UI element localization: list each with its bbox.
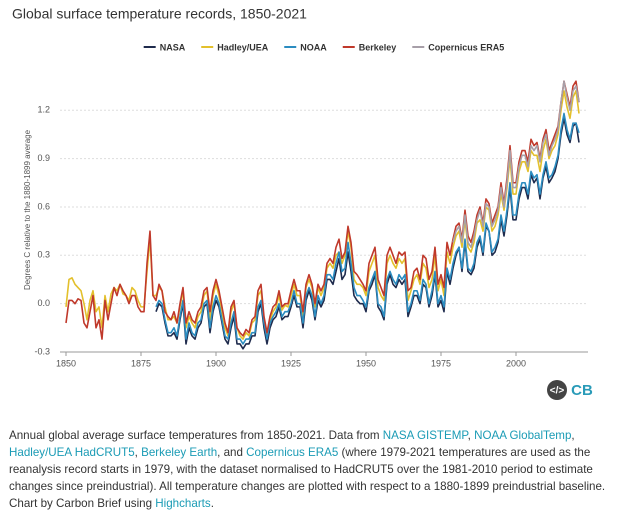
caption-text: , [134,446,142,459]
y-tick-label: 0.6 [37,201,50,211]
caption-text: , and [217,446,247,459]
y-tick-label: 0.9 [37,153,50,163]
caption-text: . [210,497,214,510]
caption-link[interactable]: Berkeley Earth [141,446,218,459]
legend-label: Hadley/UEA [217,42,269,52]
legend: NASA Hadley/UEA NOAA Berkeley Copernicus ERA… [143,42,504,52]
legend-label: Copernicus ERA5 [428,42,504,52]
x-tick-label: 1975 [431,358,451,368]
x-tick-label: 1925 [281,358,301,368]
legend-label: Berkeley [359,42,397,52]
x-tick-label: 1950 [356,358,376,368]
series-line [155,117,580,350]
legend-label: NOAA [300,42,327,52]
logo: CB [571,382,593,399]
y-axis-label: Degrees C relative to the 1880-1899 aver… [23,129,32,290]
y-tick-label: 0.0 [37,298,50,308]
chart: Global surface temperature records, 1850… [12,6,593,400]
caption-text: Annual global average surface temperatur… [9,429,383,442]
x-tick-label: 1900 [206,358,226,368]
x-tick-label: 1850 [56,358,76,368]
caption-text: , [571,429,575,442]
embed-icon[interactable]: </> [550,386,565,397]
chart-title: Global surface temperature records, 1850… [12,6,307,22]
series-line [65,80,580,340]
x-tick-label: 2000 [506,358,526,368]
caption-link[interactable]: NOAA GlobalTemp [474,429,572,442]
caption-link[interactable]: Highcharts [155,497,211,510]
series-line [155,112,580,345]
y-tick-label: 0.3 [37,250,50,260]
y-tick-label: -0.3 [34,346,50,356]
y-tick-label: 1.2 [37,105,50,115]
caption: Annual global average surface temperatur… [9,427,635,512]
embed-button[interactable] [547,380,567,400]
caption-link[interactable]: Hadley/UEA HadCRUT5 [9,446,135,459]
caption-text: , [467,429,475,442]
caption-link[interactable]: NASA GISTEMP [382,429,468,442]
x-tick-label: 1875 [131,358,151,368]
legend-label: NASA [160,42,186,52]
caption-link[interactable]: Copernicus ERA5 [246,446,339,459]
series-line [452,80,580,249]
